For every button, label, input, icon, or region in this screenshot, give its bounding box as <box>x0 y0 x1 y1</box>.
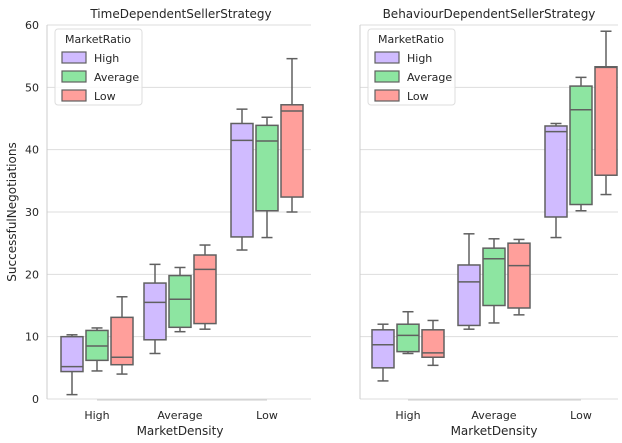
legend-swatch-average <box>374 70 400 83</box>
x-tick-label: Average <box>157 409 202 422</box>
box-high-high <box>371 323 395 382</box>
box-iqr <box>544 125 568 218</box>
box-iqr <box>396 323 420 353</box>
legend-swatch-low <box>374 89 400 102</box>
box-high-average <box>85 327 109 372</box>
x-tick-label: Low <box>256 409 278 422</box>
legend: MarketRatio High Average Low <box>367 28 456 106</box>
box-iqr <box>230 122 254 238</box>
box-iqr <box>594 66 618 176</box>
legend-frame <box>54 28 143 106</box>
legend-label-average: Average <box>407 71 452 84</box>
box-average-low <box>193 244 217 330</box>
x-tick-label: High <box>395 409 420 422</box>
box-low-high <box>544 122 568 239</box>
box-average-high <box>457 233 481 330</box>
box-low-low <box>280 57 304 213</box>
box-high-high <box>60 334 84 396</box>
box-average-average <box>482 238 506 324</box>
box-average-high <box>143 263 167 355</box>
panel-1: 0 10 20 30 40 50 60 TimeDependentSellerStrategy… <box>25 7 311 438</box>
box-iqr <box>280 104 304 198</box>
box-average-average <box>168 266 192 333</box>
box-low-low <box>594 30 618 196</box>
box-high-low <box>421 319 445 367</box>
box-iqr <box>421 329 445 358</box>
legend-label-average: Average <box>94 71 139 84</box>
y-tick-label: 20 <box>25 268 39 281</box>
box-iqr <box>168 274 192 329</box>
x-tick-label: High <box>84 409 109 422</box>
y-tick-label: 40 <box>25 144 39 157</box>
y-axis-label: SuccessfulNegotiations <box>5 142 19 281</box>
box-high-low <box>110 296 134 375</box>
y-tick-label: 60 <box>25 19 39 32</box>
legend-swatch-high <box>61 51 87 64</box>
box-iqr <box>507 242 531 309</box>
legend-swatch-high <box>374 51 400 64</box>
y-tick-label: 30 <box>25 206 39 219</box>
box-iqr <box>482 247 506 307</box>
y-tick-label: 0 <box>32 393 39 406</box>
x-tick-label: Average <box>471 409 516 422</box>
box-low-average <box>569 76 593 212</box>
box-iqr <box>255 124 279 212</box>
legend-frame <box>367 28 456 106</box>
box-iqr <box>371 329 395 369</box>
legend-label-high: High <box>407 52 432 65</box>
panel-title: BehaviourDependentSellerStrategy <box>383 7 596 21</box>
y-tick-label: 50 <box>25 81 39 94</box>
box-iqr <box>569 85 593 206</box>
legend-label-low: Low <box>94 90 116 103</box>
legend-swatch-low <box>61 89 87 102</box>
box-average-low <box>507 238 531 316</box>
box-iqr <box>110 316 134 366</box>
legend-title: MarketRatio <box>378 33 444 46</box>
y-tick-label: 10 <box>25 331 39 344</box>
x-tick-label: Low <box>570 409 592 422</box>
legend-title: MarketRatio <box>65 33 131 46</box>
legend: MarketRatio High Average Low <box>54 28 143 106</box>
legend-label-high: High <box>94 52 119 65</box>
legend-swatch-average <box>61 70 87 83</box>
box-iqr <box>457 264 481 327</box>
box-iqr <box>193 254 217 325</box>
box-high-average <box>396 310 420 355</box>
panel-2: BehaviourDependentSellerStrategy High Aver… <box>359 7 618 438</box>
box-iqr <box>60 335 84 373</box>
x-axis-label: MarketDensity <box>451 424 538 438</box>
panel-title: TimeDependentSellerStrategy <box>89 7 271 21</box>
x-axis-label: MarketDensity <box>137 424 224 438</box>
box-low-high <box>230 108 254 251</box>
box-low-average <box>255 116 279 239</box>
legend-label-low: Low <box>407 90 429 103</box>
box-iqr <box>143 282 167 341</box>
